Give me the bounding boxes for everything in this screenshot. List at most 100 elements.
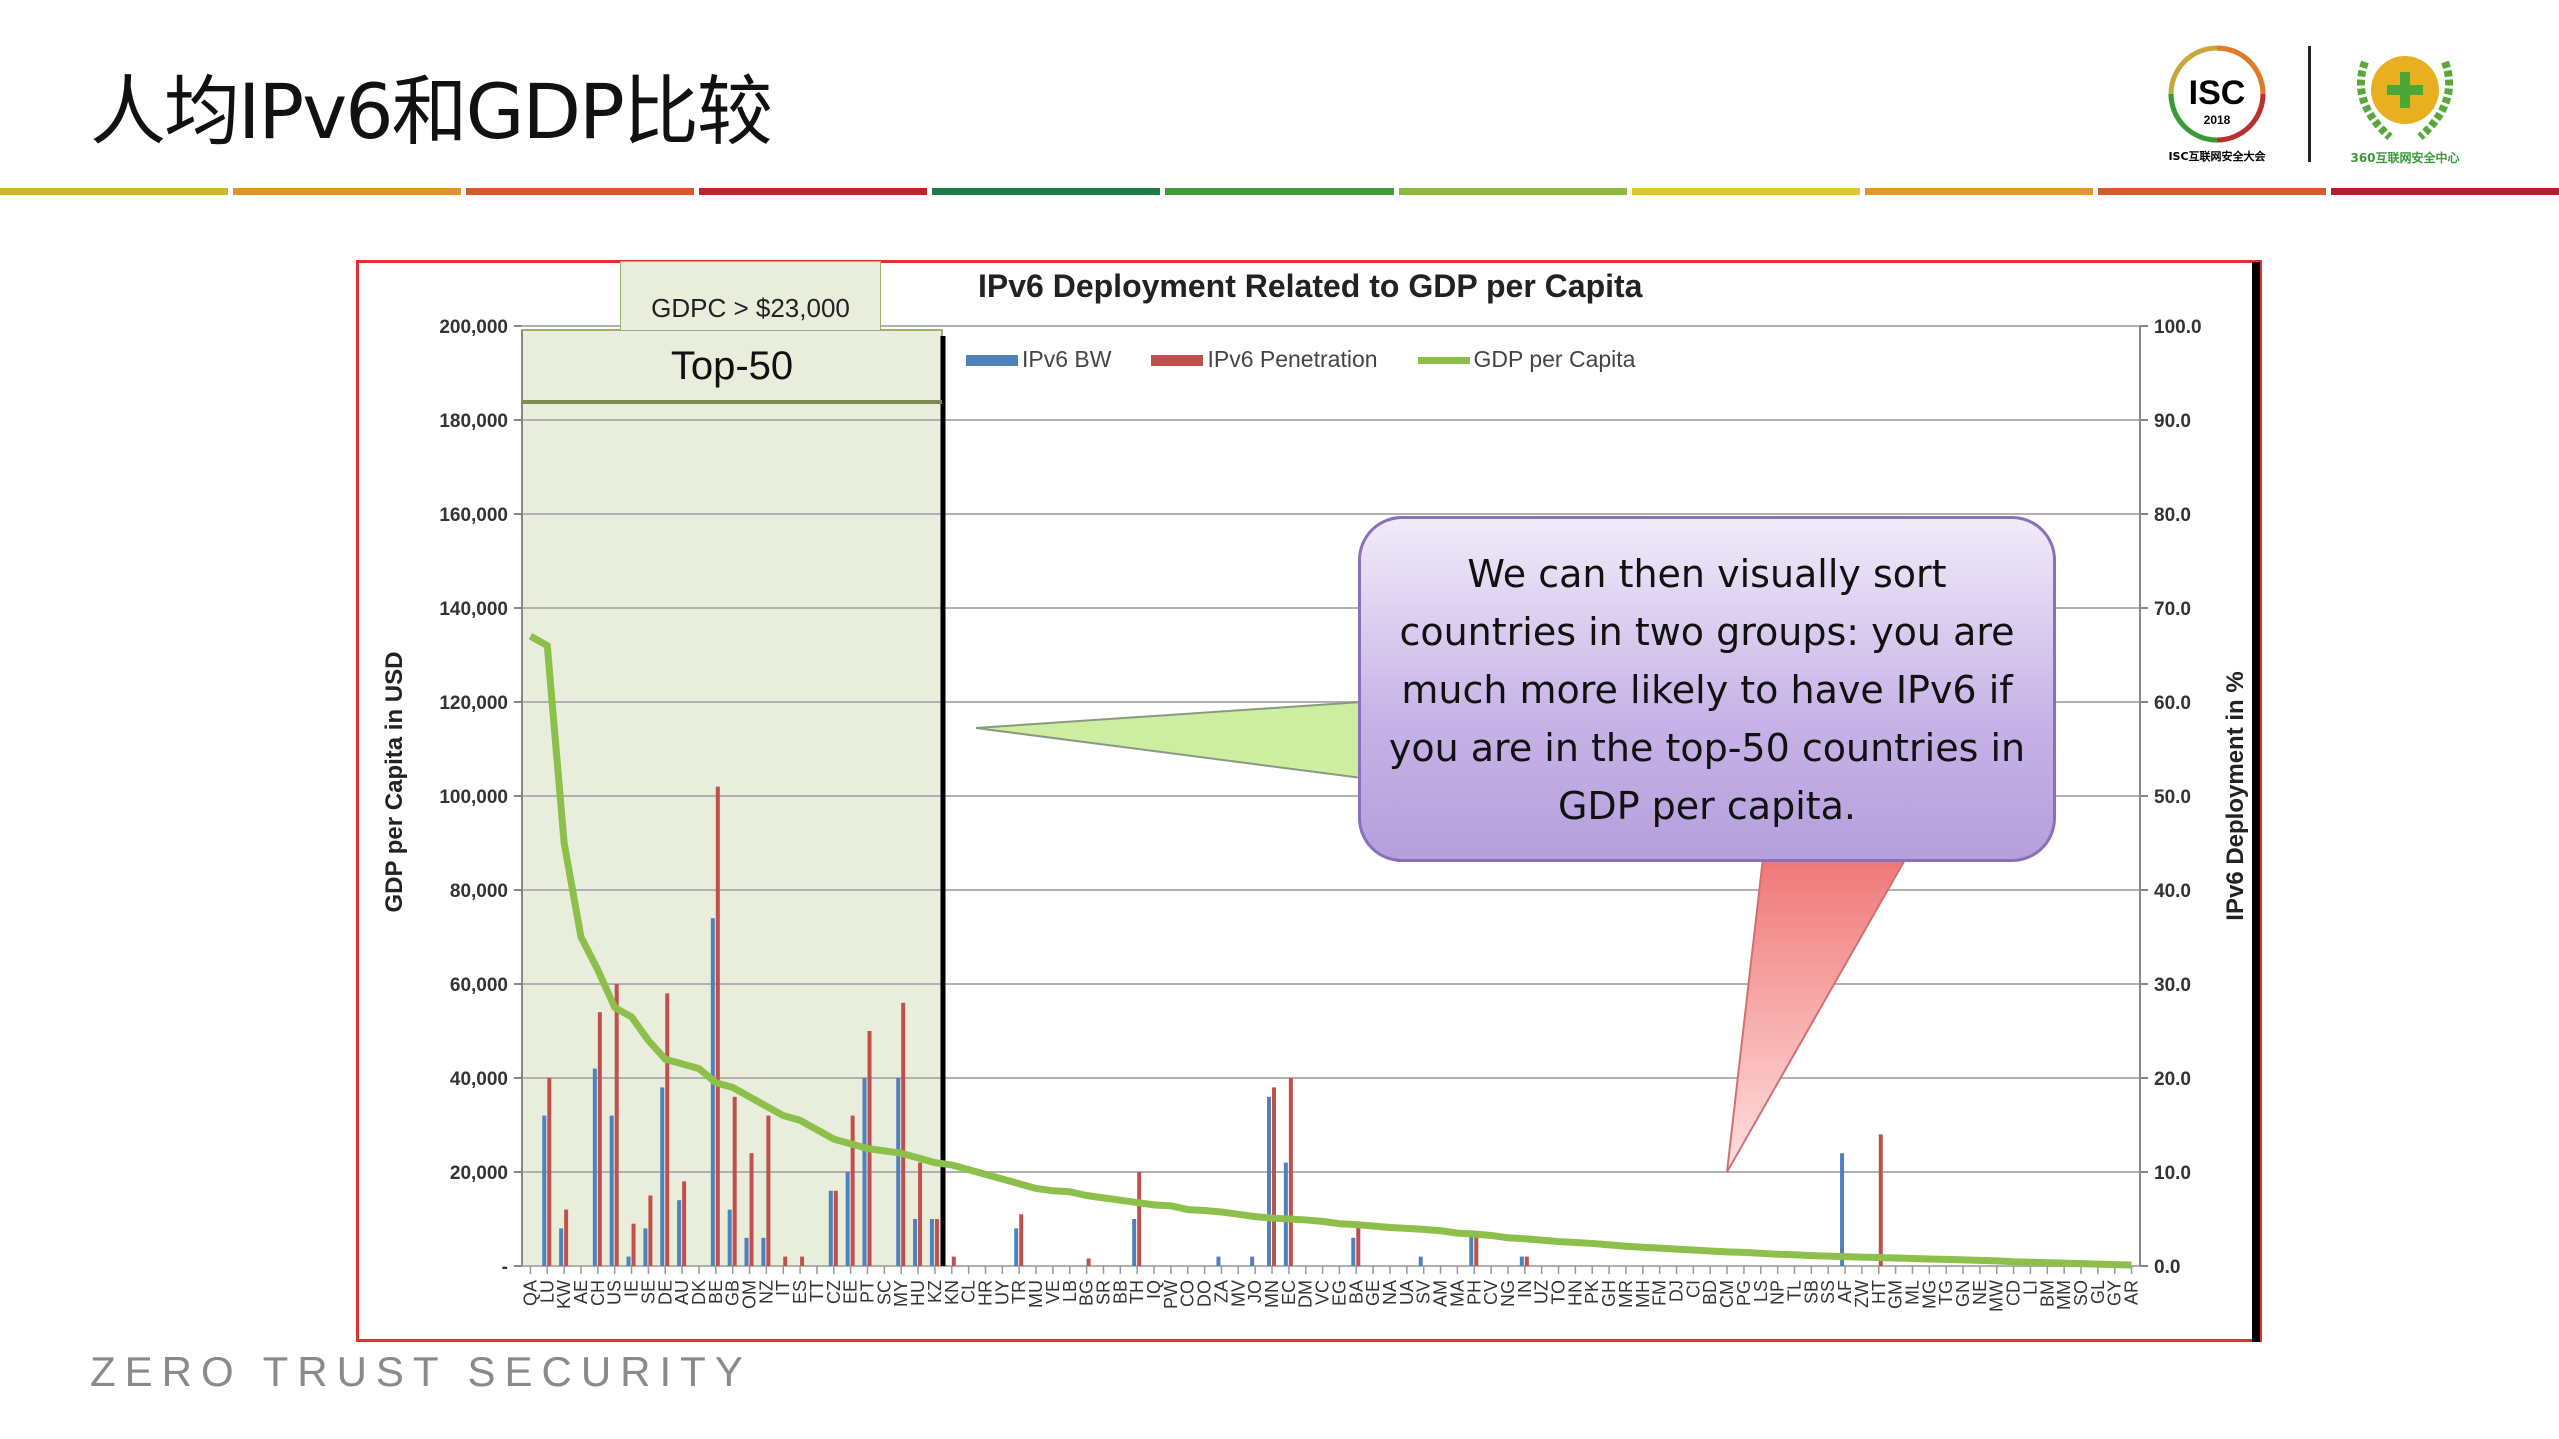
stripe-segment xyxy=(699,188,928,195)
x-tick-label: AU xyxy=(672,1280,692,1305)
x-tick-label: GY xyxy=(2105,1280,2125,1306)
x-tick-label: UA xyxy=(1397,1280,1417,1305)
x-tick-label: MR xyxy=(1616,1280,1636,1308)
x-tick-label: EG xyxy=(1329,1280,1349,1306)
x-tick-label: TG xyxy=(1936,1280,1956,1305)
y-tick-label: 140,000 xyxy=(439,599,508,620)
bar-ipv6-bw xyxy=(828,1190,833,1266)
bar-ipv6-penetration xyxy=(648,1195,653,1266)
y2-axis-title: IPv6 Deployment in % xyxy=(2222,671,2249,921)
y2-tick-label: 90.0 xyxy=(2154,411,2191,432)
bar-ipv6-penetration xyxy=(1288,1078,1293,1266)
y2-tick-label: 30.0 xyxy=(2154,975,2191,996)
x-tick-label: FM xyxy=(1650,1280,1670,1306)
bar-ipv6-penetration xyxy=(1356,1223,1361,1266)
x-tick-label: LU xyxy=(537,1280,557,1303)
x-tick-label: PW xyxy=(1161,1280,1181,1309)
chart-title: IPv6 Deployment Related to GDP per Capit… xyxy=(978,268,1643,304)
x-tick-label: US xyxy=(605,1280,625,1305)
bar-ipv6-penetration xyxy=(564,1209,569,1266)
bar-ipv6-penetration xyxy=(1019,1214,1024,1266)
y-tick-label: 80,000 xyxy=(450,881,508,902)
bar-ipv6-bw xyxy=(862,1078,867,1266)
bar-ipv6-penetration xyxy=(800,1256,805,1266)
y2-tick-label: 80.0 xyxy=(2154,505,2191,526)
stripe-segment xyxy=(1165,188,1394,195)
y2-tick-label: 70.0 xyxy=(2154,599,2191,620)
x-tick-label: TT xyxy=(807,1280,827,1302)
stripe-segment xyxy=(1398,188,1627,195)
x-tick-label: NZ xyxy=(756,1280,776,1304)
bar-ipv6-penetration xyxy=(631,1223,636,1266)
x-tick-label: GE xyxy=(1363,1280,1383,1306)
y-tick-label: 20,000 xyxy=(450,1163,508,1184)
bar-ipv6-penetration xyxy=(1524,1256,1529,1266)
bar-ipv6-penetration xyxy=(850,1115,855,1266)
360-logo: 360互联网安全中心 xyxy=(2350,56,2460,165)
x-tick-label: BD xyxy=(1700,1280,1720,1305)
bar-ipv6-bw xyxy=(710,918,715,1266)
y-axis-title: GDP per Capita in USD xyxy=(381,651,408,913)
x-tick-label: HR xyxy=(975,1280,995,1306)
x-tick-label: DK xyxy=(689,1280,709,1305)
stripe-segment xyxy=(1631,188,1860,195)
bar-ipv6-bw xyxy=(1519,1256,1524,1266)
bar-ipv6-penetration xyxy=(766,1115,771,1266)
x-tick-label: DJ xyxy=(1667,1280,1687,1302)
isc-logo: ISC 2018 ISC互联网安全大会 xyxy=(2168,45,2267,163)
stripe-segment xyxy=(466,188,695,195)
y2-tick-label: 0.0 xyxy=(2154,1257,2180,1278)
x-tick-label: IT xyxy=(773,1280,793,1296)
y2-tick-label: 50.0 xyxy=(2154,787,2191,808)
y-tick-label: - xyxy=(502,1257,508,1278)
bar-ipv6-bw xyxy=(1283,1162,1288,1266)
x-tick-label: PT xyxy=(858,1280,878,1303)
logo-divider xyxy=(2308,46,2311,162)
x-tick-label: ML xyxy=(1902,1280,1922,1305)
bar-ipv6-bw xyxy=(626,1256,631,1266)
x-tick-label: AM xyxy=(1431,1280,1451,1307)
y2-tick-label: 20.0 xyxy=(2154,1069,2191,1090)
x-tick-label: NA xyxy=(1380,1280,1400,1305)
x-tick-label: TL xyxy=(1784,1280,1804,1301)
svg-text:2018: 2018 xyxy=(2204,113,2231,127)
x-tick-label: CZ xyxy=(824,1280,844,1304)
stripe-segment xyxy=(2330,188,2559,195)
bar-ipv6-bw xyxy=(542,1115,547,1266)
y-tick-label: 100,000 xyxy=(439,787,508,808)
bar-ipv6-penetration xyxy=(951,1256,956,1266)
x-tick-label: LB xyxy=(1060,1280,1080,1302)
x-tick-label: TO xyxy=(1549,1280,1569,1305)
x-tick-label: DO xyxy=(1195,1280,1215,1307)
x-tick-label: AR xyxy=(2122,1280,2142,1305)
x-tick-label: BA xyxy=(1346,1280,1366,1304)
y-tick-label: 120,000 xyxy=(439,693,508,714)
svg-text:ISC互联网安全大会: ISC互联网安全大会 xyxy=(2168,149,2266,163)
x-tick-label: MU xyxy=(1026,1280,1046,1308)
x-tick-label: BE xyxy=(706,1280,726,1304)
bar-ipv6-penetration xyxy=(715,786,720,1266)
bar-ipv6-penetration xyxy=(1272,1087,1277,1266)
chart-frame xyxy=(356,260,2262,1342)
bar-ipv6-penetration xyxy=(783,1256,788,1266)
x-tick-label: MY xyxy=(891,1280,911,1307)
x-tick-label: CH xyxy=(588,1280,608,1306)
x-tick-label: MN xyxy=(1262,1280,1282,1308)
stripe-segment xyxy=(0,188,229,195)
x-tick-label: QA xyxy=(520,1280,540,1306)
x-tick-label: SR xyxy=(1093,1280,1113,1305)
x-tick-label: DM xyxy=(1296,1280,1316,1308)
top50-shade xyxy=(521,329,943,1267)
line-gdp-per-capita xyxy=(528,633,2132,1269)
x-tick-label: CM xyxy=(1717,1280,1737,1308)
x-tick-label: TH xyxy=(1127,1280,1147,1304)
bar-ipv6-bw xyxy=(1132,1219,1137,1266)
x-tick-label: UZ xyxy=(1532,1280,1552,1304)
x-tick-label: MV xyxy=(1228,1280,1248,1307)
bar-ipv6-penetration xyxy=(918,1162,923,1266)
bar-ipv6-penetration xyxy=(1878,1134,1883,1266)
x-tick-label: OM xyxy=(740,1280,760,1309)
x-tick-label: NP xyxy=(1768,1280,1788,1305)
x-tick-label: IQ xyxy=(1144,1280,1164,1299)
bar-ipv6-penetration xyxy=(547,1078,552,1266)
